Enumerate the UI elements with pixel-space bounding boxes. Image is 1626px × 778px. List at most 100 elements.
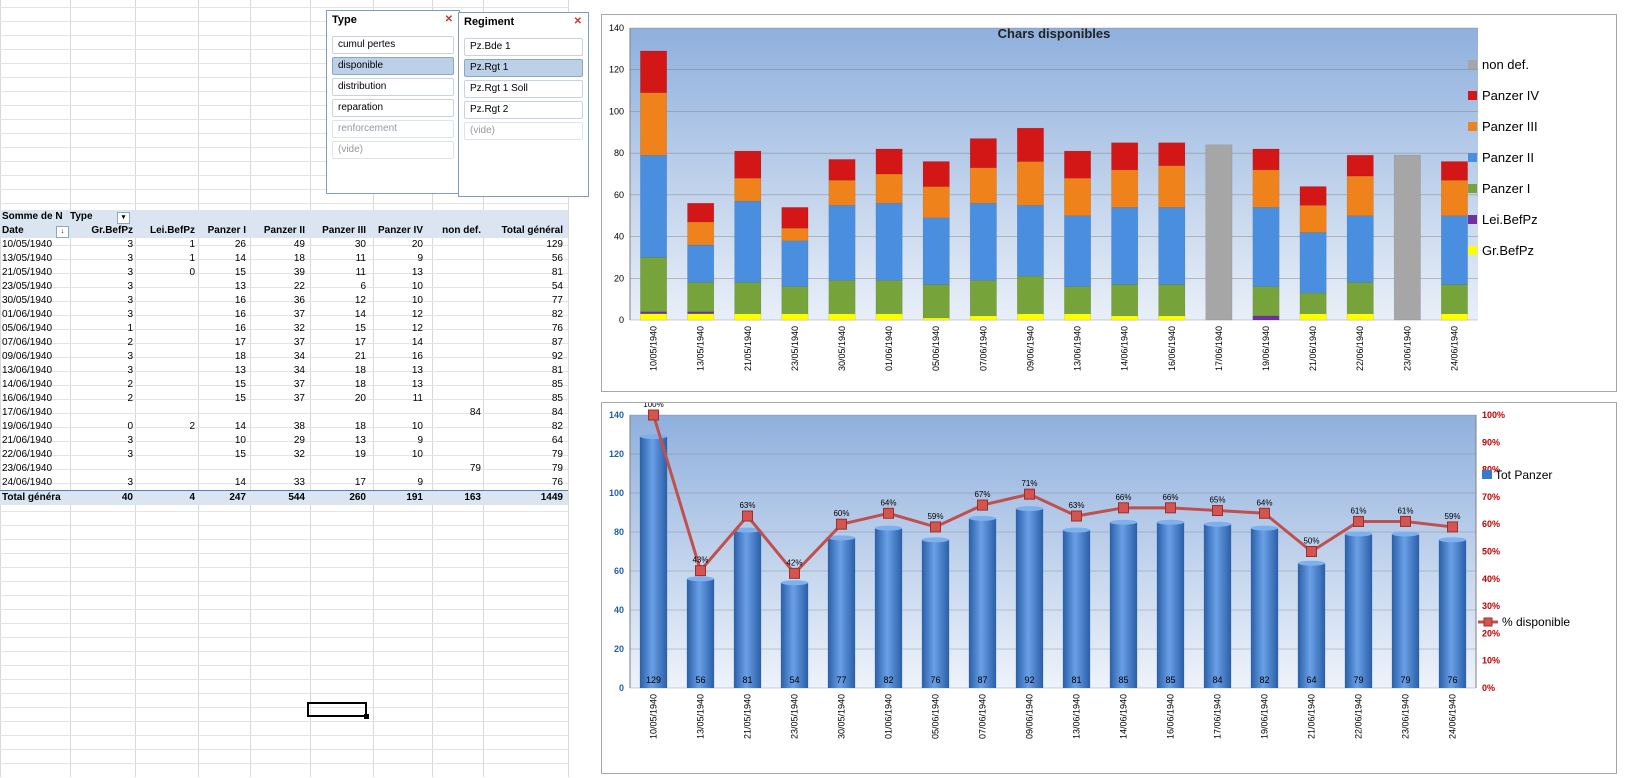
bar-segment[interactable] bbox=[969, 315, 997, 321]
table-row[interactable]: 19/06/1940 0 2 14 38 18 10 82 bbox=[0, 420, 568, 434]
table-row[interactable]: 24/06/1940 3 14 33 17 9 76 bbox=[0, 476, 568, 490]
bar-segment[interactable] bbox=[1299, 292, 1327, 314]
slicer-item[interactable]: cumul pertes bbox=[332, 36, 454, 54]
bar-segment[interactable] bbox=[1441, 313, 1468, 321]
bar-segment[interactable] bbox=[828, 280, 856, 314]
bar-segment[interactable] bbox=[1252, 315, 1280, 321]
bar-segment[interactable] bbox=[1017, 205, 1044, 277]
bar-segment[interactable] bbox=[1158, 315, 1186, 321]
slicer-item[interactable]: reparation bbox=[332, 99, 454, 117]
line-marker[interactable] bbox=[1306, 546, 1317, 557]
line-series[interactable] bbox=[652, 414, 1453, 576]
bar[interactable] bbox=[827, 537, 856, 688]
pivot-column-headers[interactable]: Date Gr.BefPz Lei.BefPz Panzer I Panzer II Pa… bbox=[0, 224, 568, 238]
table-row[interactable]: 30/05/1940 3 16 36 12 10 77 bbox=[0, 294, 568, 308]
bar-segment[interactable] bbox=[640, 50, 667, 93]
bar-segment[interactable] bbox=[828, 313, 856, 321]
bar[interactable] bbox=[1062, 530, 1091, 688]
line-marker[interactable] bbox=[1024, 488, 1035, 500]
bar-segment[interactable] bbox=[781, 207, 809, 229]
clear-filter-icon[interactable]: ✕ bbox=[573, 16, 582, 27]
slicer-item[interactable]: Pz.Rgt 1 Soll bbox=[464, 80, 583, 98]
bar-segment[interactable] bbox=[1158, 207, 1186, 285]
line-marker[interactable] bbox=[1259, 507, 1270, 519]
table-row[interactable]: 21/05/1940 3 0 15 39 11 13 81 bbox=[0, 266, 568, 280]
slicer-item[interactable]: Pz.Rgt 2 bbox=[464, 101, 583, 119]
line-marker[interactable] bbox=[742, 510, 753, 522]
bar-segment[interactable] bbox=[640, 311, 667, 314]
bar-segment[interactable] bbox=[734, 313, 762, 321]
bar-segment[interactable] bbox=[922, 217, 950, 285]
bar-segment[interactable] bbox=[875, 148, 903, 175]
bar-segment[interactable] bbox=[1299, 205, 1327, 233]
slicer-item[interactable]: (vide) bbox=[464, 122, 583, 140]
bar-segment[interactable] bbox=[734, 282, 762, 314]
slicer-item[interactable]: distribution bbox=[332, 78, 454, 96]
bar-segment[interactable] bbox=[1441, 215, 1468, 285]
table-row[interactable]: 16/06/1940 2 15 37 20 11 85 bbox=[0, 392, 568, 406]
bar[interactable] bbox=[686, 578, 715, 688]
bar-segment[interactable] bbox=[1393, 154, 1421, 321]
plot-area[interactable] bbox=[630, 415, 1476, 688]
bar-segment[interactable] bbox=[875, 280, 903, 314]
bar-segment[interactable] bbox=[1017, 127, 1044, 162]
sort-filter-icon[interactable]: ↓ bbox=[56, 226, 69, 238]
active-cell[interactable] bbox=[307, 702, 369, 719]
bar-segment[interactable] bbox=[1017, 275, 1044, 314]
fill-handle[interactable] bbox=[364, 714, 369, 719]
bar[interactable] bbox=[639, 436, 668, 688]
bar-segment[interactable] bbox=[875, 313, 903, 321]
bar-segment[interactable] bbox=[1111, 142, 1139, 171]
bar-segment[interactable] bbox=[1111, 207, 1139, 285]
bar-segment[interactable] bbox=[922, 284, 950, 319]
bar-segment[interactable] bbox=[734, 177, 762, 202]
line-marker[interactable] bbox=[1165, 502, 1176, 514]
table-row[interactable]: 09/06/1940 3 18 34 21 16 92 bbox=[0, 350, 568, 364]
bar-segment[interactable] bbox=[875, 173, 903, 204]
bar-segment[interactable] bbox=[640, 154, 667, 258]
line-marker[interactable] bbox=[930, 521, 941, 533]
bar-segment[interactable] bbox=[1346, 175, 1374, 216]
bar-segment[interactable] bbox=[969, 280, 997, 317]
bar-segment[interactable] bbox=[1111, 169, 1139, 208]
bar-segment[interactable] bbox=[781, 313, 809, 321]
bar[interactable] bbox=[1203, 524, 1232, 688]
bar-segment[interactable] bbox=[1299, 232, 1327, 294]
bar[interactable] bbox=[780, 582, 809, 688]
bar-segment[interactable] bbox=[875, 202, 903, 281]
bar-segment[interactable] bbox=[1064, 150, 1091, 179]
bar-segment[interactable] bbox=[1252, 207, 1280, 287]
table-row[interactable]: 01/06/1940 3 16 37 14 12 82 bbox=[0, 308, 568, 322]
line-marker[interactable] bbox=[883, 507, 894, 519]
bar-segment[interactable] bbox=[1252, 148, 1280, 171]
bar-segment[interactable] bbox=[828, 205, 856, 281]
bar-segment[interactable] bbox=[1299, 313, 1327, 321]
slicer-item[interactable]: disponible bbox=[332, 57, 454, 75]
table-row[interactable]: 17/06/1940 84 84 bbox=[0, 406, 568, 420]
bar-segment[interactable] bbox=[1111, 284, 1139, 317]
plot-area[interactable] bbox=[630, 28, 1478, 320]
bar-segment[interactable] bbox=[1252, 169, 1280, 208]
table-row[interactable]: 21/06/1940 3 10 29 13 9 64 bbox=[0, 434, 568, 448]
bar[interactable] bbox=[1297, 563, 1326, 688]
bar-segment[interactable] bbox=[1064, 215, 1091, 287]
bar[interactable] bbox=[1391, 533, 1420, 688]
bar-segment[interactable] bbox=[734, 150, 762, 179]
bar-segment[interactable] bbox=[828, 159, 856, 181]
bar-segment[interactable] bbox=[1158, 142, 1186, 166]
bar-segment[interactable] bbox=[734, 200, 762, 283]
bar-segment[interactable] bbox=[687, 221, 715, 246]
line-marker[interactable] bbox=[789, 567, 800, 579]
bar-segment[interactable] bbox=[640, 313, 667, 321]
bar-segment[interactable] bbox=[1017, 161, 1044, 206]
bar-segment[interactable] bbox=[781, 240, 809, 287]
slicer-type[interactable]: Type ✕ cumul pertes disponible distributio… bbox=[326, 10, 460, 194]
line-marker[interactable] bbox=[1118, 502, 1129, 514]
pivot-header-row[interactable]: Somme de N Type ▾ bbox=[0, 210, 568, 224]
bar-segment[interactable] bbox=[1346, 215, 1374, 283]
slicer-item[interactable]: Pz.Rgt 1 bbox=[464, 59, 583, 77]
line-marker[interactable] bbox=[977, 499, 988, 511]
slicer-item[interactable]: renforcement bbox=[332, 120, 454, 138]
slicer-regiment[interactable]: Regiment ✕ Pz.Bde 1 Pz.Rgt 1 Pz.Rgt 1 Soll… bbox=[458, 12, 589, 197]
slicer-item[interactable]: Pz.Bde 1 bbox=[464, 38, 583, 56]
